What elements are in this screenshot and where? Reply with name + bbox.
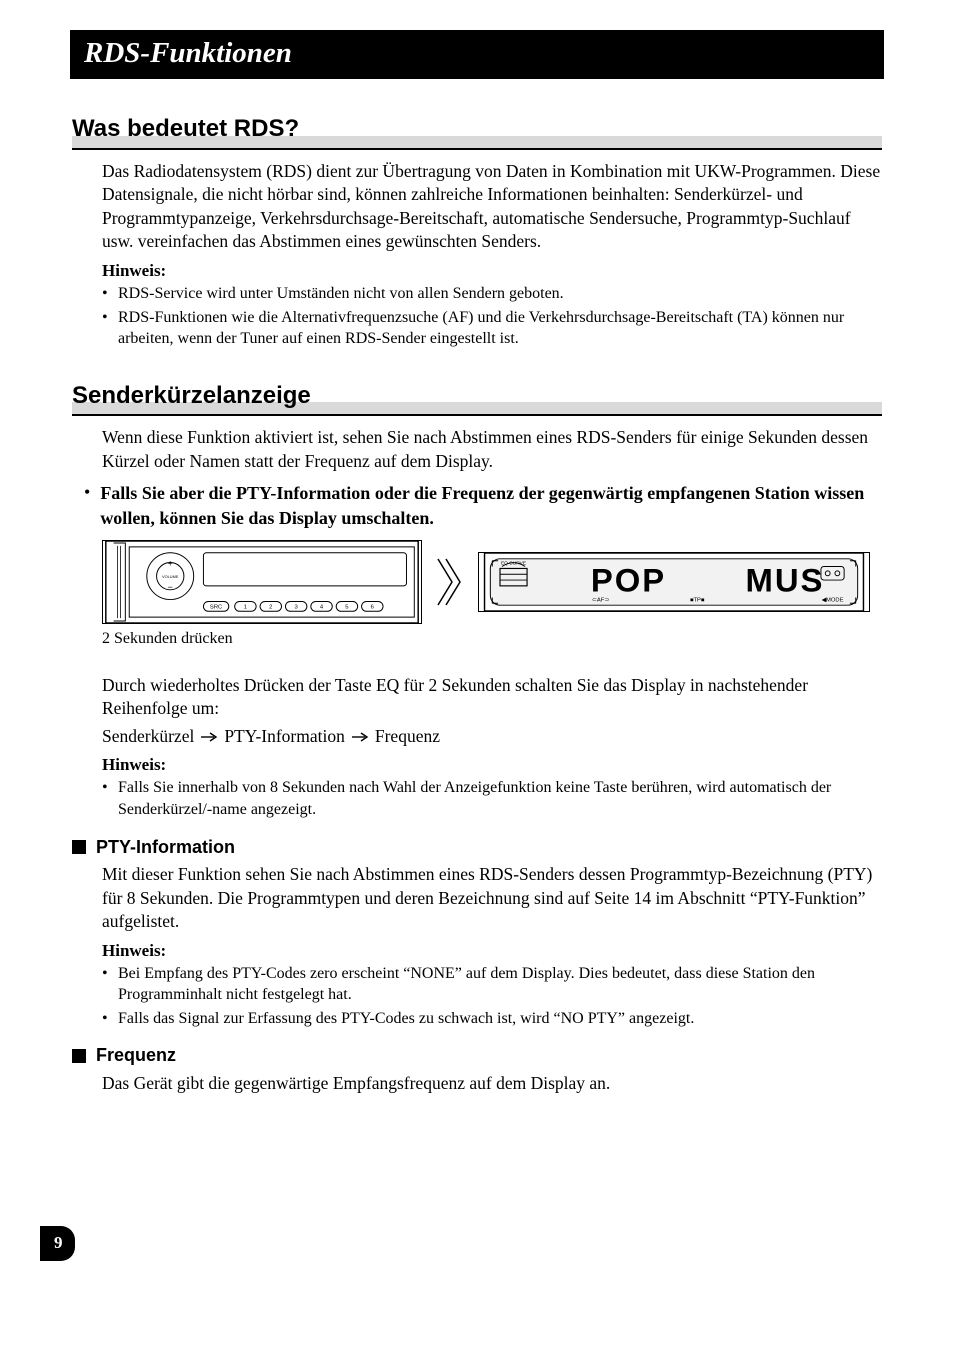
note-label: Hinweis:	[102, 260, 882, 283]
note-item: Falls Sie innerhalb von 8 Sekunden nach …	[102, 777, 882, 820]
svg-text:−: −	[168, 582, 173, 592]
svg-text:◀MODE: ◀MODE	[822, 597, 844, 603]
lcd-display-illustration: EQ CURVE POP MUS ⊂AF⊃ ■TP■ ◀MODE	[478, 552, 870, 612]
svg-text:2: 2	[269, 604, 272, 610]
note-item: RDS-Funktionen wie die Alternativfrequen…	[102, 307, 882, 350]
subsection-pty: PTY-Information	[72, 835, 882, 859]
senderkuerzel-note-list: Falls Sie innerhalb von 8 Sekunden nach …	[102, 777, 882, 820]
svg-text:EQ CURVE: EQ CURVE	[501, 561, 527, 567]
figure-caption: 2 Sekunden drücken	[102, 628, 882, 650]
radio-panel-illustration: + − VOLUME SRC 1 2 3 4 5 6	[102, 540, 422, 624]
page-number: 9	[40, 1226, 75, 1261]
svg-text:SRC: SRC	[210, 604, 222, 610]
svg-text:■TP■: ■TP■	[690, 597, 705, 603]
square-bullet-icon	[72, 1049, 86, 1063]
svg-text:5: 5	[345, 604, 348, 610]
svg-text:6: 6	[371, 604, 374, 610]
seq-item: Senderkürzel	[102, 725, 194, 749]
subsection-label: Frequenz	[96, 1043, 176, 1067]
pty-note-list: Bei Empfang des PTY-Codes zero erscheint…	[102, 963, 882, 1030]
display-sequence: Senderkürzel PTY-Information Frequenz	[102, 725, 882, 749]
rds-note-list: RDS-Service wird unter Umständen nicht v…	[102, 283, 882, 350]
note-item: Bei Empfang des PTY-Codes zero erscheint…	[102, 963, 882, 1006]
svg-text:POP: POP	[591, 562, 666, 599]
senderkuerzel-paragraph: Wenn diese Funktion aktiviert ist, sehen…	[102, 426, 882, 473]
arrow-right-icon	[436, 557, 464, 607]
figure-row: + − VOLUME SRC 1 2 3 4 5 6 EQ CURVE POP	[102, 540, 882, 624]
svg-text:+: +	[168, 558, 173, 568]
svg-text:VOLUME: VOLUME	[162, 574, 179, 579]
bold-bullet-text: Falls Sie aber die PTY-Information oder …	[100, 481, 882, 530]
arrow-right-icon	[351, 732, 369, 742]
note-item: RDS-Service wird unter Umständen nicht v…	[102, 283, 882, 305]
seq-item: PTY-Information	[224, 725, 345, 749]
seq-item: Frequenz	[375, 725, 440, 749]
svg-text:1: 1	[244, 604, 247, 610]
note-label: Hinweis:	[102, 940, 882, 963]
chapter-title: RDS-Funktionen	[70, 30, 884, 79]
bullet-dot-icon: •	[84, 481, 90, 504]
rds-intro-paragraph: Das Radiodatensystem (RDS) dient zur Übe…	[102, 160, 882, 255]
svg-text:MUS: MUS	[746, 562, 825, 599]
frequenz-paragraph: Das Gerät gibt die gegenwärtige Empfangs…	[102, 1072, 882, 1096]
section-heading-senderkuerzel: Senderkürzelanzeige	[72, 380, 882, 416]
note-label: Hinweis:	[102, 754, 882, 777]
square-bullet-icon	[72, 840, 86, 854]
svg-text:3: 3	[295, 604, 298, 610]
subsection-label: PTY-Information	[96, 835, 235, 859]
svg-text:⊂AF⊃: ⊂AF⊃	[592, 597, 609, 603]
bold-bullet: • Falls Sie aber die PTY-Information ode…	[84, 481, 882, 530]
section-heading-rds: Was bedeutet RDS?	[72, 113, 882, 149]
note-item: Falls das Signal zur Erfassung des PTY-C…	[102, 1008, 882, 1030]
pty-paragraph: Mit dieser Funktion sehen Sie nach Absti…	[102, 863, 882, 934]
arrow-right-icon	[200, 732, 218, 742]
subsection-frequenz: Frequenz	[72, 1043, 882, 1067]
eq-press-paragraph: Durch wiederholtes Drücken der Taste EQ …	[102, 674, 882, 721]
